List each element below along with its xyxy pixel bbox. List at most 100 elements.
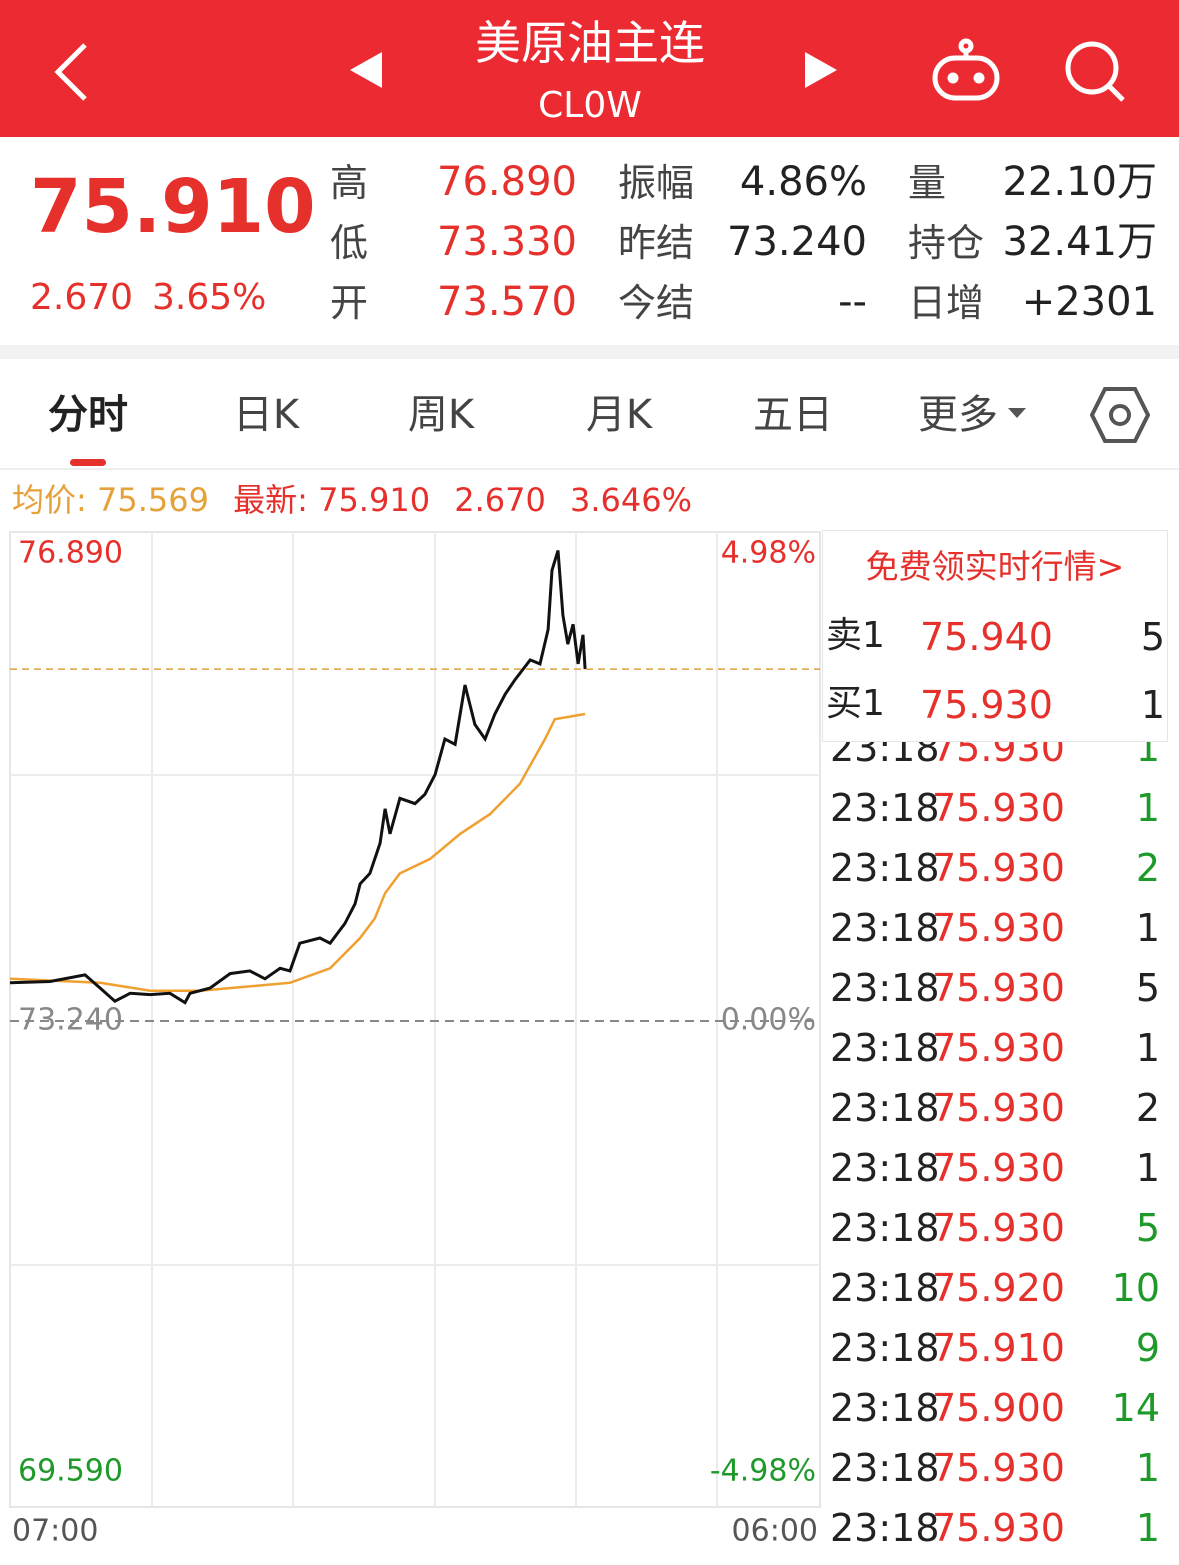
y-tick-label: 76.890 bbox=[18, 536, 123, 571]
change: 2.670 bbox=[30, 277, 134, 318]
chart-info: 均价: 75.569 最新: 75.910 2.670 3.646% bbox=[12, 484, 692, 516]
book-vol: 1 bbox=[1140, 683, 1165, 727]
field-label: 振幅 bbox=[618, 161, 695, 205]
tab-indicator bbox=[70, 459, 106, 466]
field-label: 开 bbox=[330, 281, 369, 325]
trade-price: 75.930 bbox=[932, 906, 1065, 950]
trade-time: 23:18 bbox=[830, 1206, 940, 1250]
trade-row: 23:18 75.930 1 bbox=[822, 1495, 1168, 1555]
trade-time: 23:18 bbox=[830, 1026, 940, 1070]
book-price: 75.940 bbox=[920, 615, 1053, 659]
avg-value: 75.569 bbox=[96, 481, 209, 519]
prev-button[interactable] bbox=[350, 52, 382, 88]
header-icons bbox=[54, 38, 1125, 102]
trade-price: 75.910 bbox=[932, 1326, 1065, 1370]
trade-row: 23:18 75.930 5 bbox=[822, 955, 1168, 1015]
field-value: 22.10万 bbox=[1002, 159, 1157, 205]
subtitle: CL0W bbox=[538, 85, 642, 126]
trade-vol: 1 bbox=[1135, 1506, 1160, 1550]
trade-vol: 5 bbox=[1135, 966, 1160, 1010]
tab[interactable]: 分时 bbox=[48, 392, 128, 438]
trade-price: 75.930 bbox=[932, 1206, 1065, 1250]
price: 75.910 bbox=[30, 164, 316, 250]
field-label: 量 bbox=[908, 161, 947, 205]
trade-time: 23:18 bbox=[830, 1326, 940, 1370]
field-value: -- bbox=[838, 279, 867, 325]
plot-frame bbox=[9, 531, 821, 1508]
search-button[interactable] bbox=[1065, 41, 1125, 102]
tab[interactable]: 五日 bbox=[753, 392, 833, 438]
trade-time: 23:18 bbox=[830, 786, 940, 830]
trade-vol: 10 bbox=[1111, 1266, 1160, 1310]
x-tick-label: 06:00 bbox=[732, 1514, 818, 1549]
book-label: 卖1 bbox=[826, 615, 885, 656]
trade-price: 75.900 bbox=[932, 1386, 1065, 1430]
trade-time: 23:18 bbox=[830, 1386, 940, 1430]
trade-row: 23:18 75.930 2 bbox=[822, 835, 1168, 895]
series-line bbox=[9, 550, 587, 1005]
field-label: 日增 bbox=[908, 281, 985, 325]
trade-price: 75.930 bbox=[932, 786, 1065, 830]
field-label: 低 bbox=[330, 221, 369, 265]
trade-row: 23:18 75.930 1 bbox=[822, 742, 1168, 775]
trade-list: 23:18 75.930 1 23:18 75.930 1 23:18 75.930 2 23:1… bbox=[822, 742, 1168, 1565]
trade-price: 75.930 bbox=[932, 1146, 1065, 1190]
trade-time: 23:18 bbox=[830, 1506, 940, 1550]
book-price: 75.930 bbox=[920, 683, 1053, 727]
trade-price: 75.930 bbox=[932, 1446, 1065, 1490]
trade-time: 23:18 bbox=[830, 742, 940, 770]
field-value: 73.330 bbox=[437, 219, 577, 265]
avg-label: 均价: bbox=[12, 481, 87, 519]
trade-price: 75.930 bbox=[932, 742, 1065, 770]
trade-row: 23:18 75.930 1 bbox=[822, 1015, 1168, 1075]
promo-link[interactable]: 免费领实时行情> bbox=[865, 547, 1125, 586]
order-book bbox=[822, 530, 1168, 742]
last-value: 75.910 bbox=[318, 481, 431, 519]
trade-price: 75.920 bbox=[932, 1266, 1065, 1310]
trade-time: 23:18 bbox=[830, 1446, 940, 1490]
trade-time: 23:18 bbox=[830, 846, 940, 890]
field-value: 76.890 bbox=[437, 159, 577, 205]
y-tick-label: 69.590 bbox=[18, 1454, 123, 1489]
tab[interactable]: 日K bbox=[232, 392, 300, 438]
tab[interactable]: 月K bbox=[585, 392, 653, 438]
field-label: 昨结 bbox=[618, 221, 695, 265]
trade-row: 23:18 75.930 1 bbox=[822, 775, 1168, 835]
trade-row: 23:18 75.930 1 bbox=[822, 1135, 1168, 1195]
trade-price: 75.930 bbox=[932, 1086, 1065, 1130]
trade-row: 23:18 75.900 14 bbox=[822, 1375, 1168, 1435]
trade-price: 75.930 bbox=[932, 966, 1065, 1010]
dropdown-arrow bbox=[1008, 408, 1026, 418]
field-value: 73.240 bbox=[727, 219, 867, 265]
field-label: 今结 bbox=[618, 281, 695, 325]
trade-vol: 2 bbox=[1135, 846, 1160, 890]
trade-time: 23:18 bbox=[830, 1086, 940, 1130]
robot-button[interactable] bbox=[932, 38, 1000, 101]
trade-time: 23:18 bbox=[830, 1146, 940, 1190]
trade-vol: 1 bbox=[1135, 1446, 1160, 1490]
trade-row: 23:18 75.930 5 bbox=[822, 1195, 1168, 1255]
tab[interactable]: 更多 bbox=[918, 392, 998, 438]
field-value: 4.86% bbox=[739, 159, 867, 205]
next-button[interactable] bbox=[805, 52, 837, 88]
trade-time: 23:18 bbox=[830, 906, 940, 950]
tab[interactable]: 周K bbox=[407, 392, 475, 438]
last-change: 2.670 bbox=[454, 481, 546, 519]
trade-vol: 5 bbox=[1135, 1206, 1160, 1250]
trade-time: 23:18 bbox=[830, 1266, 940, 1310]
trade-vol: 1 bbox=[1135, 906, 1160, 950]
settings-button[interactable] bbox=[1090, 385, 1150, 445]
y2-tick-label: -4.98% bbox=[710, 1454, 816, 1489]
trade-price: 75.930 bbox=[932, 846, 1065, 890]
trade-time: 23:18 bbox=[830, 966, 940, 1010]
back-button[interactable] bbox=[54, 43, 87, 101]
trade-vol: 2 bbox=[1135, 1086, 1160, 1130]
series-line bbox=[9, 712, 586, 992]
y-tick-label: 73.240 bbox=[18, 1003, 123, 1038]
field-label: 高 bbox=[330, 161, 369, 205]
field-value: +2301 bbox=[1021, 279, 1157, 325]
field-label: 持仓 bbox=[908, 221, 985, 265]
trade-vol: 1 bbox=[1135, 1146, 1160, 1190]
intraday-chart: 69.590 73.240 76.890 -4.98% 0.00% 4.98% 07:00 0… bbox=[9, 531, 821, 1549]
